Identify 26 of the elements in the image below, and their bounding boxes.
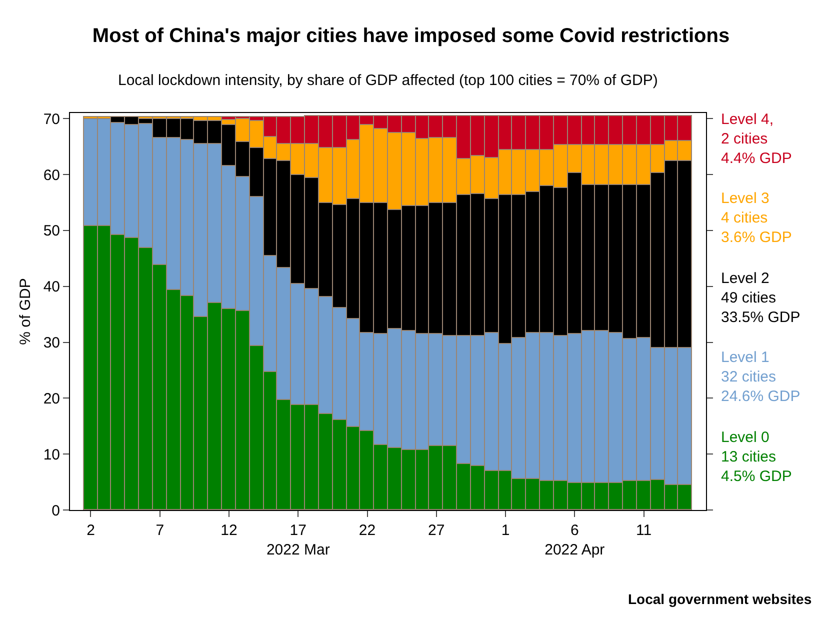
y-tick-label: 40 bbox=[43, 278, 60, 296]
x-tick-label: 1 bbox=[501, 522, 510, 539]
y-tick-label: 0 bbox=[52, 502, 60, 520]
chart-subtitle: Local lockdown intensity, by share of GDP affected (top 100 cities = 70% of GDP) bbox=[118, 72, 658, 89]
y-tick-label: 10 bbox=[43, 446, 60, 464]
y-tick-label: 50 bbox=[43, 222, 60, 240]
x-tick-label: 2 bbox=[86, 522, 95, 539]
x-tick-label: 7 bbox=[156, 522, 164, 539]
y-tick-label: 30 bbox=[43, 334, 60, 352]
x-tick-label: 27 bbox=[428, 522, 445, 539]
y-tick-label: 70 bbox=[43, 110, 60, 128]
x-tick-label: 17 2022 Mar bbox=[266, 522, 330, 558]
series-label: Level 0 13 cities 4.5% GDP bbox=[721, 429, 792, 485]
x-tick-label: 12 bbox=[220, 522, 238, 539]
y-tick-label: 20 bbox=[43, 390, 60, 408]
y-tick-label: 60 bbox=[43, 166, 60, 184]
x-tick-label: 6 2022 Apr bbox=[544, 522, 605, 558]
series-label: Level 4, 2 cities 4.4% GDP bbox=[721, 111, 792, 167]
series-label: Level 1 32 cities 24.6% GDP bbox=[721, 349, 800, 405]
x-tick-label: 22 bbox=[358, 522, 376, 539]
chart-title: Most of China's major cities have imposed some Covid restrictions bbox=[92, 25, 730, 48]
text: Local government websites bbox=[628, 591, 812, 607]
series-label: Level 2 49 cities 33.5% GDP bbox=[721, 270, 800, 326]
y-axis-title: % of GDP bbox=[17, 278, 34, 345]
x-tick-label: 11 bbox=[636, 522, 652, 539]
text: Level 3 4 cities 3.6% GDP bbox=[721, 190, 792, 246]
